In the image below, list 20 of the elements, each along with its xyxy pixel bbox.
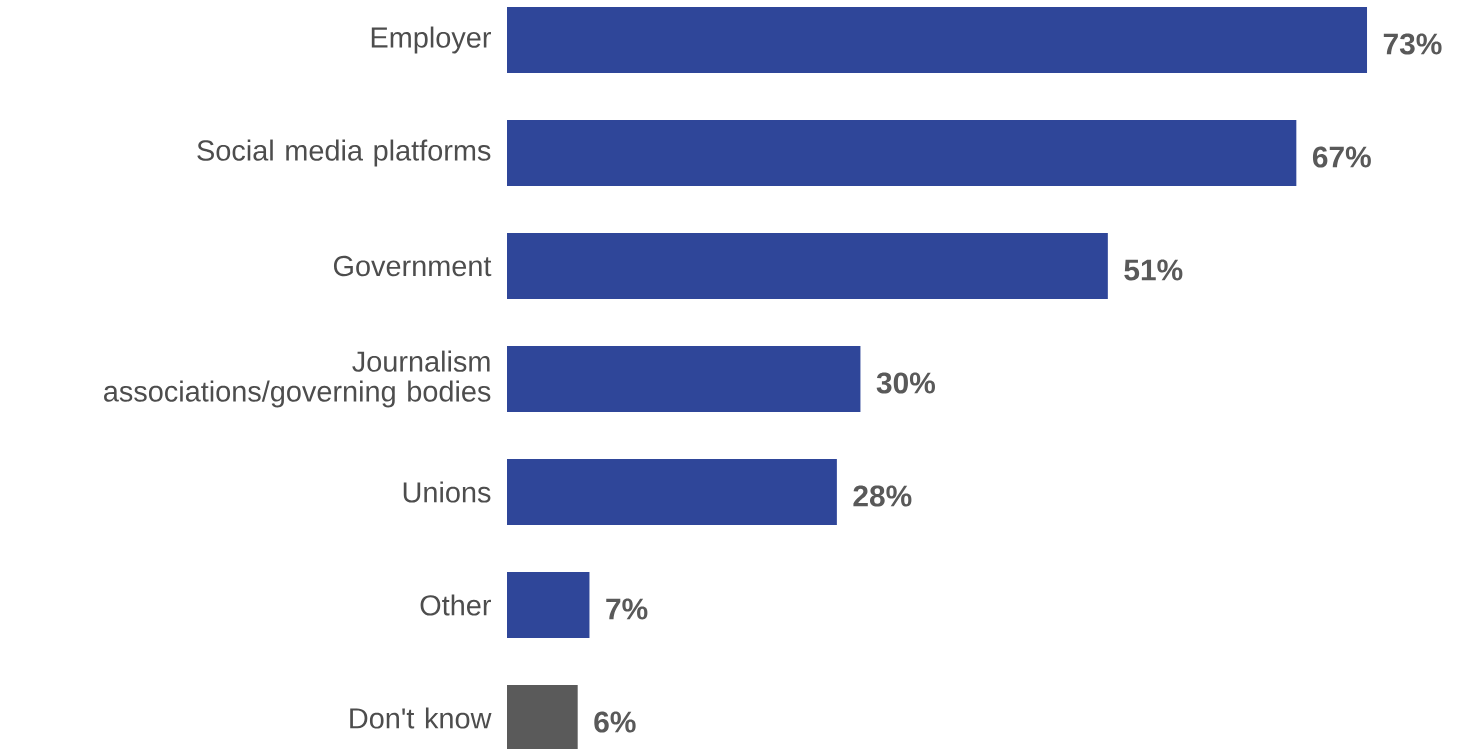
data-label: 30% <box>876 372 935 394</box>
bar <box>507 233 1108 300</box>
bar <box>507 459 837 526</box>
y-tick-label: Unions <box>403 481 491 503</box>
data-label: 51% <box>1124 259 1183 281</box>
bar <box>507 346 861 413</box>
y-tick-label: Journalism associations/governing bodies <box>104 350 491 408</box>
y-tick-label: Employer <box>371 26 491 54</box>
y-tick-label: Government <box>333 255 492 277</box>
data-label: 7% <box>606 598 648 620</box>
data-label: 73% <box>1383 33 1442 55</box>
y-tick-label: Don't know <box>350 707 492 729</box>
y-tick-label: Social media platforms <box>197 139 491 167</box>
bar <box>507 7 1368 73</box>
bar <box>507 572 590 639</box>
data-label: 28% <box>853 485 912 507</box>
data-label: 6% <box>594 711 636 733</box>
y-tick-label: Other <box>420 594 491 616</box>
data-label: 67% <box>1312 146 1371 168</box>
bar <box>507 120 1297 186</box>
